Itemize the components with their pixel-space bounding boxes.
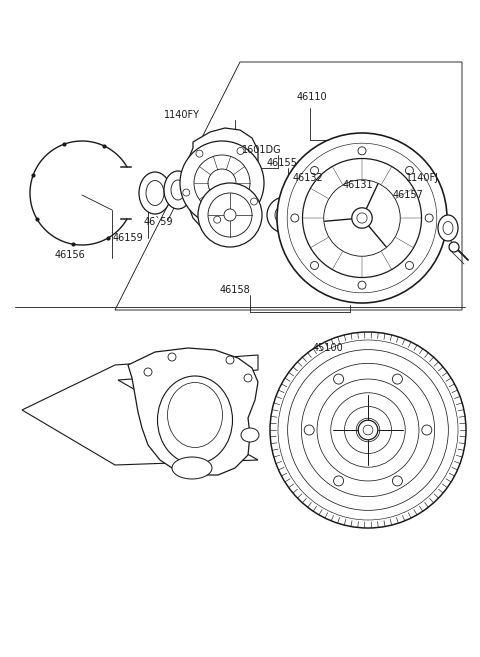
Circle shape: [196, 150, 203, 157]
Circle shape: [226, 356, 234, 364]
Text: 46159: 46159: [113, 233, 144, 243]
Text: 46132: 46132: [293, 173, 324, 183]
Polygon shape: [185, 128, 258, 235]
Text: 46`59: 46`59: [143, 217, 173, 227]
Circle shape: [267, 197, 303, 233]
Circle shape: [277, 133, 447, 303]
Text: 1140FY: 1140FY: [164, 110, 200, 120]
Text: 46158: 46158: [220, 285, 251, 295]
Text: 46155: 46155: [266, 158, 298, 168]
Circle shape: [291, 214, 299, 222]
Circle shape: [449, 242, 459, 252]
Circle shape: [352, 208, 372, 228]
Circle shape: [144, 368, 152, 376]
Circle shape: [311, 166, 319, 175]
Circle shape: [358, 420, 378, 440]
Circle shape: [198, 183, 262, 247]
Circle shape: [311, 261, 319, 269]
Circle shape: [278, 340, 458, 520]
Circle shape: [334, 476, 344, 486]
Circle shape: [358, 281, 366, 289]
Text: 46131: 46131: [343, 180, 373, 190]
Circle shape: [392, 476, 402, 486]
Circle shape: [406, 261, 413, 269]
Circle shape: [237, 147, 244, 154]
Ellipse shape: [157, 376, 232, 464]
Circle shape: [304, 425, 314, 435]
Ellipse shape: [164, 171, 192, 209]
Text: 46157: 46157: [393, 190, 423, 200]
Circle shape: [180, 141, 264, 225]
Text: 46110: 46110: [297, 92, 327, 102]
Circle shape: [214, 216, 221, 223]
Ellipse shape: [172, 457, 212, 479]
Ellipse shape: [438, 215, 458, 241]
Circle shape: [392, 374, 402, 384]
Ellipse shape: [139, 172, 171, 214]
Text: 1601DG: 1601DG: [242, 145, 282, 155]
Text: 45100: 45100: [312, 343, 343, 353]
Circle shape: [406, 166, 413, 175]
Circle shape: [425, 214, 433, 222]
Circle shape: [422, 425, 432, 435]
Circle shape: [224, 209, 236, 221]
Circle shape: [208, 169, 236, 197]
Circle shape: [244, 374, 252, 382]
Circle shape: [168, 353, 176, 361]
Circle shape: [285, 237, 295, 247]
Circle shape: [358, 147, 366, 155]
Circle shape: [183, 189, 190, 196]
Text: 1140FJ: 1140FJ: [406, 173, 439, 183]
Circle shape: [334, 374, 344, 384]
Circle shape: [251, 198, 258, 205]
Text: 46156: 46156: [55, 250, 85, 260]
Polygon shape: [128, 348, 258, 475]
Circle shape: [288, 249, 294, 255]
Circle shape: [275, 205, 295, 225]
Ellipse shape: [241, 428, 259, 442]
